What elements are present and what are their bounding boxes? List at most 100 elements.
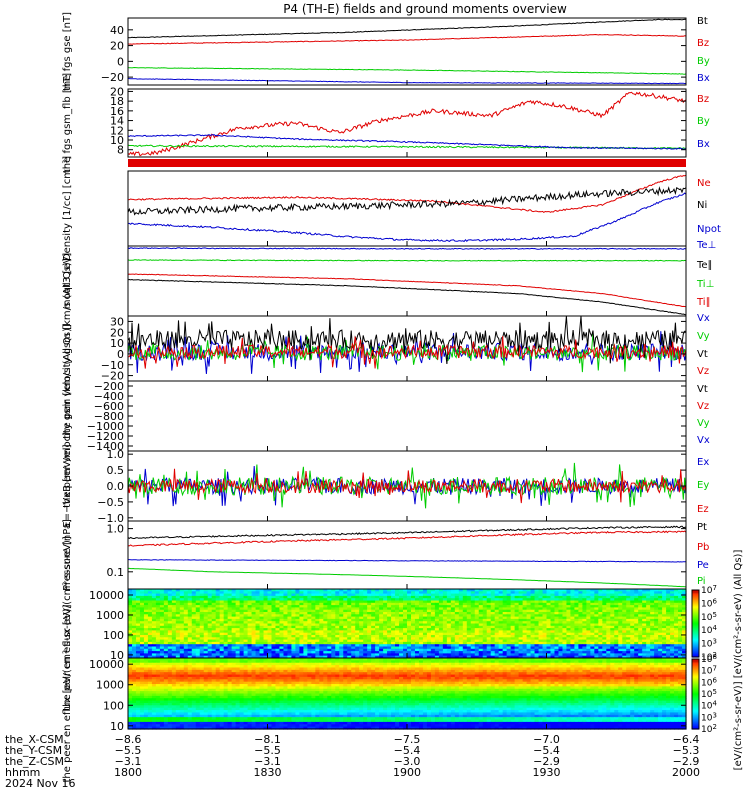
heatmap-cell [430,653,436,657]
heatmap-cell [367,600,372,604]
heatmap-cell [379,665,384,669]
heatmap-cell [558,616,564,620]
heatmap-cell [203,660,209,664]
heatmap-cell [518,605,524,608]
heatmap-cell [626,653,631,657]
heatmap-cell [650,662,655,666]
heatmap-cell [183,598,189,602]
heatmap-cell [426,635,432,638]
heatmap-cell [494,598,500,602]
heatmap-cell [175,621,181,625]
heatmap-cell [267,614,273,618]
heatmap-cell [303,651,308,654]
heatmap-cell [638,637,643,641]
heatmap-cell [618,607,623,611]
heatmap-cell [670,644,675,648]
heatmap-cell [255,618,261,622]
heatmap-cell [363,623,368,627]
heatmap-cell [558,595,564,599]
heatmap-cell [458,595,464,599]
heatmap-cell [371,639,376,643]
heatmap-cell [175,651,181,654]
heatmap-cell [430,621,436,625]
heatmap-cell [199,625,205,629]
heatmap-cell [558,591,564,595]
heatmap-cell [323,589,328,592]
heatmap-cell [275,591,281,595]
heatmap-cell [327,593,332,597]
heatmap-cell [195,665,201,669]
heatmap-cell [259,655,265,659]
heatmap-cell [247,589,253,592]
heatmap-cell [255,651,261,654]
heatmap-cell [438,648,444,652]
heatmap-cell [550,598,556,602]
heatmap-cell [494,600,500,604]
legend-Pt: Pt [697,522,707,533]
heatmap-cell [678,589,683,592]
heatmap-cell [331,612,336,615]
heatmap-cell [171,658,177,661]
heatmap-cell [486,589,492,592]
heatmap-cell [351,660,356,664]
heatmap-cell [399,632,404,636]
heatmap-cell [215,637,221,641]
heatmap-cell [586,591,591,595]
heatmap-cell [458,616,464,620]
y-tick-label: −20 [101,370,124,383]
heatmap-cell [151,621,157,625]
heatmap-cell [454,646,460,650]
heatmap-cell [375,658,380,661]
heatmap-cell [562,658,568,661]
heatmap-cell [502,637,508,641]
heatmap-cell [562,632,568,636]
heatmap-cell [323,658,328,661]
flag-bar [128,159,686,167]
heatmap-cell [143,598,149,602]
heatmap-cell [514,637,520,641]
heatmap-cell [131,618,137,622]
heatmap-cell [582,658,587,661]
heatmap-cell [219,637,225,641]
heatmap-cell [574,616,579,620]
heatmap-cell [399,653,404,657]
heatmap-cell [295,595,300,599]
heatmap-cell [147,641,153,645]
heatmap-cell [391,665,396,669]
heatmap-cell [546,660,552,664]
series-line-Ni [127,186,687,216]
heatmap-cell [191,591,197,595]
heatmap-cell [267,660,273,664]
heatmap-cell [359,621,364,625]
heatmap-cell [474,665,480,669]
heatmap-cell [566,648,572,652]
heatmap-cell [586,621,591,625]
heatmap-cell [151,623,157,627]
heatmap-cell [530,621,536,625]
heatmap-cell [211,602,217,606]
heatmap-cell [155,637,161,641]
series-line-Te⊥ [127,247,687,250]
heatmap-cell [303,605,308,608]
heatmap-8 [128,589,687,659]
heatmap-cell [590,598,595,602]
heatmap-cell [367,593,372,597]
heatmap-cell [175,662,181,666]
heatmap-cell [494,607,500,611]
heatmap-cell [275,612,281,615]
heatmap-cell [642,635,647,638]
heatmap-cell [530,618,536,622]
heatmap-cell [498,593,504,597]
heatmap-cell [139,662,145,666]
heatmap-cell [175,628,181,631]
heatmap-cell [518,644,524,648]
heatmap-cell [319,612,324,615]
heatmap-cell [379,593,384,597]
heatmap-cell [486,591,492,595]
heatmap-cell [622,614,627,618]
heatmap-cell [331,614,336,618]
heatmap-cell [418,648,424,652]
heatmap-cell [347,616,352,620]
heatmap-cell [259,623,265,627]
heatmap-cell [147,591,153,595]
